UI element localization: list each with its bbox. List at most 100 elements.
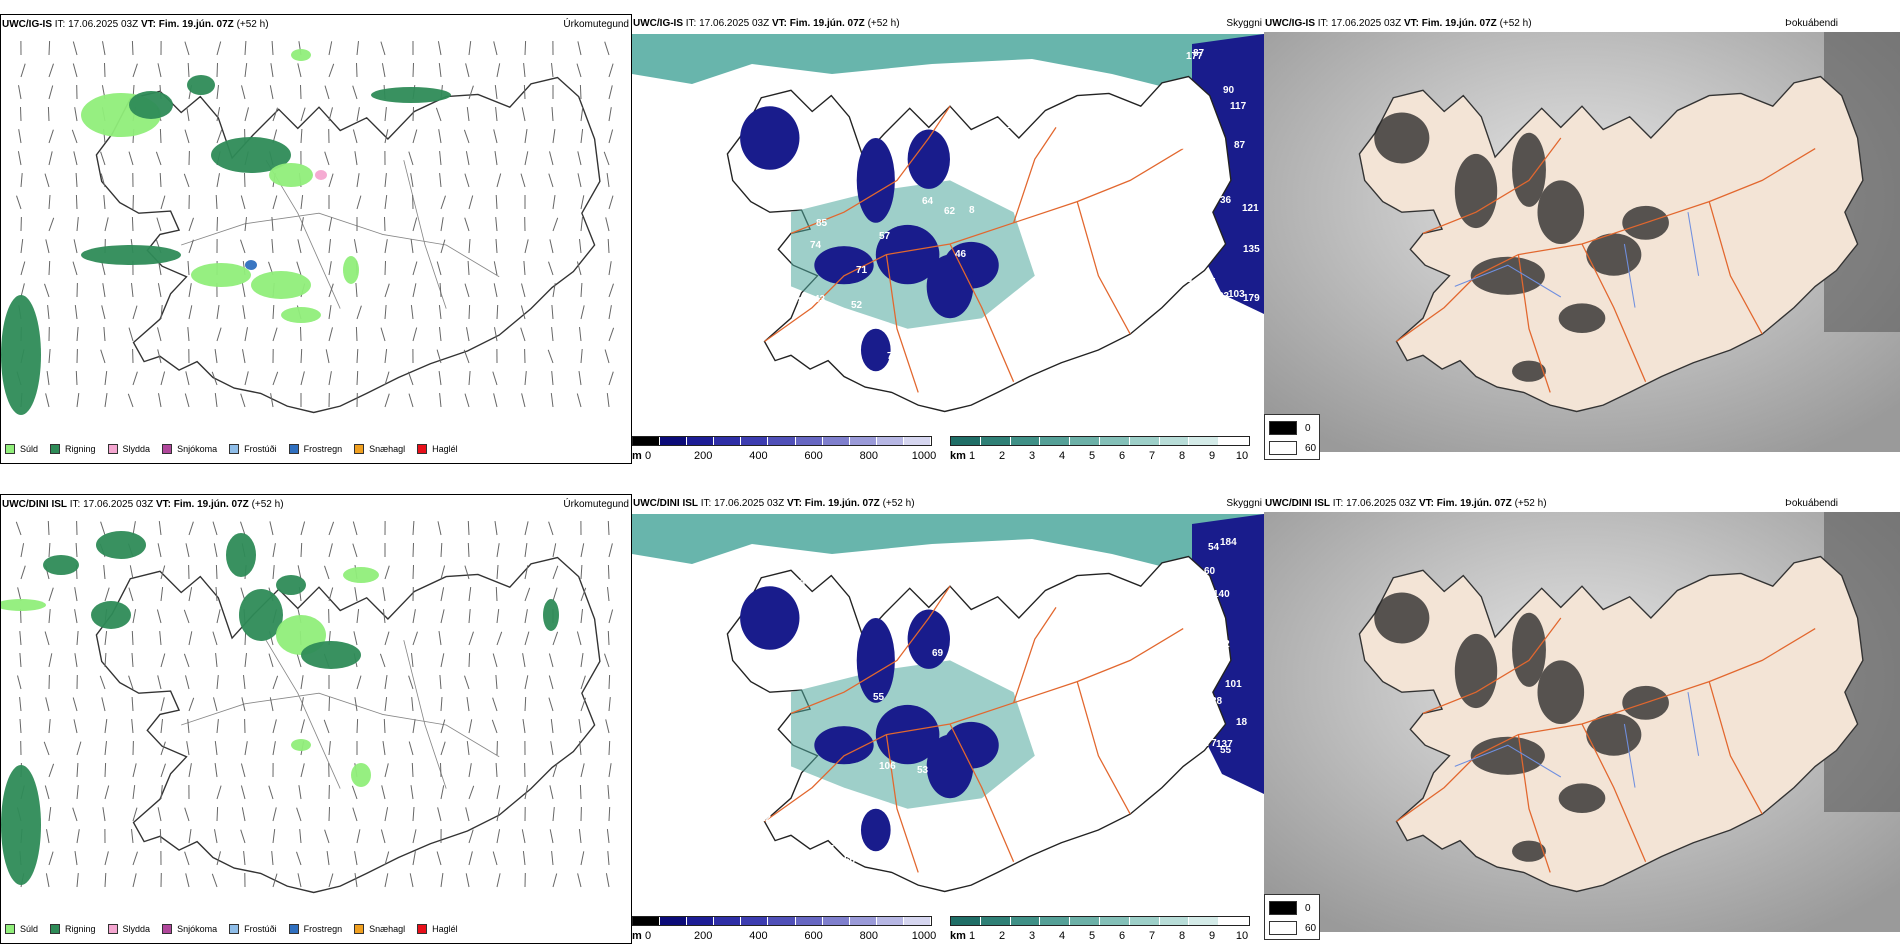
wind-barb [412, 62, 414, 78]
wind-barb [467, 520, 470, 536]
wind-barbs [16, 40, 615, 408]
wind-barb [324, 85, 330, 100]
wind-barb [271, 238, 274, 254]
wind-barb [300, 128, 303, 144]
legend-item: Frostregn [288, 924, 342, 934]
wind-barb [73, 719, 78, 734]
wind-barb [104, 719, 108, 734]
visibility-label: 15 [1203, 236, 1215, 247]
wind-barb [580, 129, 584, 144]
colorbar-segment [1219, 917, 1249, 925]
wind-barb [409, 873, 414, 888]
wind-barb [381, 785, 386, 800]
wind-barb [605, 719, 610, 734]
wind-barb [48, 129, 54, 144]
fog-dark-area [1512, 840, 1546, 862]
wind-barb [380, 829, 386, 844]
colorbar-segment [795, 437, 823, 445]
cloud-panel-2: UWC/DINI ISL IT: 17.06.2025 03Z VT: Fim.… [632, 494, 1264, 944]
init-time: 17.06.2025 03Z [699, 18, 770, 29]
colorbar-tick: 10 [1235, 450, 1249, 462]
wind-barb [244, 172, 246, 188]
fog-dark-area [1470, 736, 1545, 775]
wind-barb [328, 239, 331, 254]
visibility-label: 54 [922, 330, 934, 341]
wind-barb [73, 239, 78, 254]
wind-barb [548, 675, 554, 690]
valid-time: Fim. 19.jún. 07Z [1421, 18, 1497, 29]
wind-barb [72, 697, 78, 712]
init-label: IT: [700, 498, 712, 509]
wind-barb [158, 261, 162, 276]
legend-swatch [107, 444, 118, 454]
wind-barb [606, 173, 610, 188]
wind-barb [580, 697, 587, 712]
wind-barb [384, 631, 390, 646]
legend-label: Súld [20, 924, 39, 934]
cloud-navy-area [907, 609, 950, 669]
wind-barb [436, 851, 442, 866]
visibility-label: 158 [1185, 618, 1202, 629]
wind-barb [355, 326, 358, 342]
wind-barb [132, 807, 138, 822]
cloud-map: 71 38 35 46 56 33 52 74 43 62 8 54 82 54 85 54 57 45 124 39… [632, 34, 1264, 413]
wind-barb [216, 129, 223, 144]
wind-barb [17, 675, 22, 690]
wind-barb [439, 674, 442, 690]
wind-barb [521, 107, 526, 122]
wind-barb [20, 239, 24, 254]
visibility-label: 138 [1181, 146, 1198, 157]
wind-barb [607, 238, 610, 254]
valid-label: VT: [786, 498, 802, 509]
iceland-map [726, 555, 1232, 893]
wind-barb [325, 349, 330, 364]
cloud-navy-area [856, 138, 895, 223]
precip-area [1, 295, 41, 415]
legend-swatch [162, 924, 173, 934]
visibility-label: 43 [974, 634, 986, 645]
wind-barb [438, 129, 442, 144]
fog-dark-area [1558, 303, 1606, 334]
wind-barb [607, 564, 610, 580]
legend-item: Slydda [107, 924, 150, 934]
colorbar-segment [768, 917, 796, 925]
wind-barb [20, 283, 25, 298]
wind-barb [104, 393, 108, 408]
wind-barb [328, 107, 333, 122]
wind-barb [244, 40, 247, 56]
wind-barb [19, 697, 22, 712]
wind-barb [384, 304, 387, 320]
colorbar-segment [714, 437, 742, 445]
wind-barb [580, 851, 585, 866]
wind-barb [384, 260, 386, 276]
visibility-label: 232 [1213, 639, 1230, 650]
wind-barb [412, 129, 418, 144]
cloud-navy-area [875, 224, 940, 285]
wind-barb [608, 129, 614, 144]
wind-barb [76, 741, 82, 756]
wind-barb [410, 239, 414, 254]
wind-barb [351, 785, 358, 800]
legend-item: Súld [5, 444, 38, 454]
wind-barb [440, 653, 445, 668]
wind-barb [159, 631, 162, 646]
lead-time: (+52 h) [882, 498, 915, 509]
cloud-navy-areas [740, 586, 999, 852]
visibility-label: 108 [1176, 138, 1193, 149]
wind-barb [352, 85, 358, 100]
wind-barb [103, 326, 106, 342]
wind-barb [214, 741, 218, 756]
wind-barb [494, 327, 498, 342]
wind-barb [48, 542, 51, 558]
wind-barb [552, 217, 559, 232]
wind-barb [356, 348, 359, 364]
precip-area [91, 601, 131, 629]
wind-barb [128, 675, 134, 690]
colorbar-tick: 3 [1028, 930, 1036, 942]
visibility-label: 8 [969, 205, 975, 216]
wind-barb [20, 565, 26, 580]
wind-barb [17, 587, 22, 602]
visibility-label: 64 [922, 196, 934, 207]
wind-barb [356, 609, 360, 624]
visibility-label: 51 [725, 695, 737, 706]
